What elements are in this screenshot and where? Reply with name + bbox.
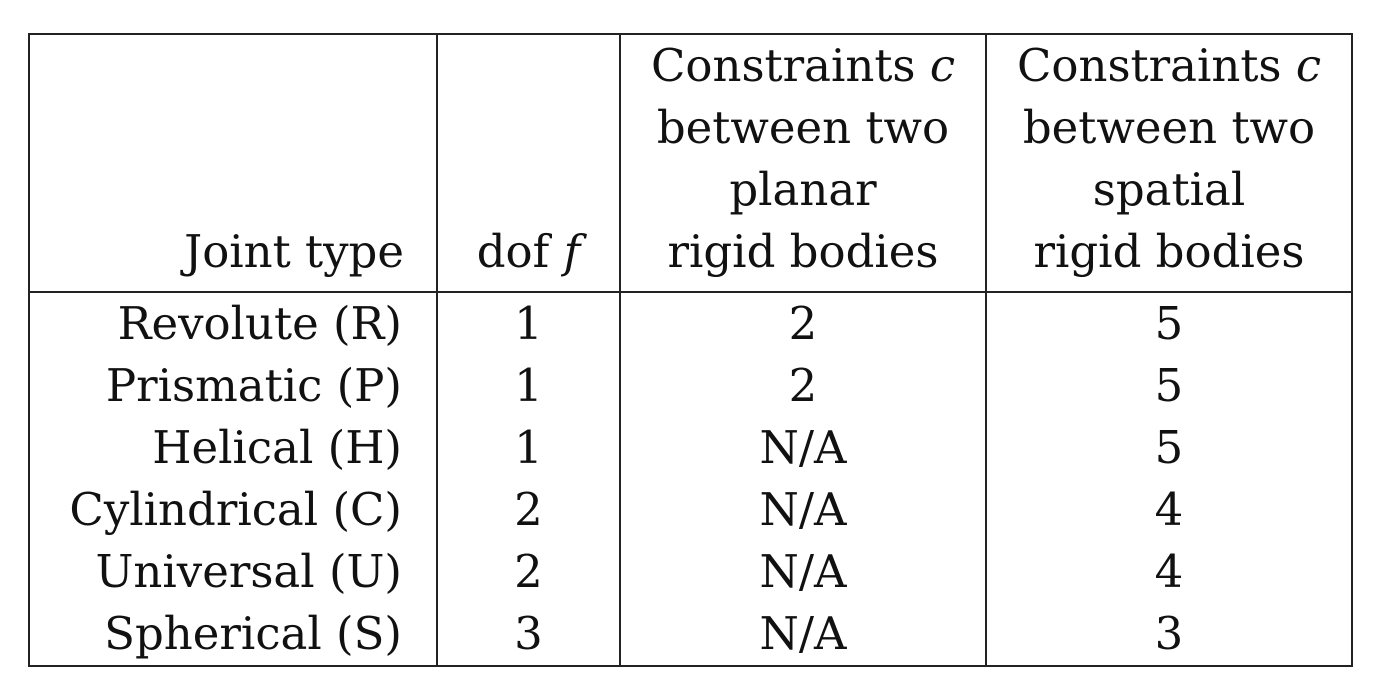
header-dof-symbol: f xyxy=(563,225,581,278)
table-row: Cylindrical (C) 2 N/A 4 xyxy=(28,479,1353,541)
cell-dof: 2 xyxy=(436,479,621,541)
cell-planar: N/A xyxy=(619,417,987,479)
header-row: Joint type dof f Constraints c between t… xyxy=(28,34,1353,293)
cell-spatial: 5 xyxy=(985,292,1353,355)
table-header: Joint type dof f Constraints c between t… xyxy=(28,34,1353,293)
cell-dof: 1 xyxy=(436,417,621,479)
cell-planar: 2 xyxy=(619,292,987,355)
header-spatial-line-2: between two xyxy=(1022,101,1316,154)
header-dof-label: dof xyxy=(476,225,550,278)
cell-joint: Revolute (R) xyxy=(28,292,438,355)
header-planar-line-1: Constraints c xyxy=(621,35,985,97)
header-spatial-symbol: c xyxy=(1295,39,1322,92)
header-planar-line-2: between two xyxy=(656,101,950,154)
header-planar-symbol: c xyxy=(929,39,956,92)
table-row: Universal (U) 2 N/A 4 xyxy=(28,541,1353,603)
header-spatial-line-4: rigid bodies xyxy=(1033,225,1305,278)
cell-spatial: 4 xyxy=(985,541,1353,603)
cell-planar: N/A xyxy=(619,603,987,666)
cell-spatial: 4 xyxy=(985,479,1353,541)
joint-table-container: Joint type dof f Constraints c between t… xyxy=(28,33,1353,667)
cell-dof: 1 xyxy=(436,292,621,355)
header-joint-type: Joint type xyxy=(28,34,438,293)
header-planar-line-4: rigid bodies xyxy=(667,225,939,278)
cell-spatial: 5 xyxy=(985,355,1353,417)
header-planar-constraints: Constraints c between two planar rigid b… xyxy=(619,34,987,293)
header-spatial-line-3: spatial xyxy=(1092,163,1246,216)
cell-joint: Universal (U) xyxy=(28,541,438,603)
header-spatial-word: Constraints xyxy=(1016,39,1282,92)
cell-planar: N/A xyxy=(619,479,987,541)
header-dof: dof f xyxy=(436,34,621,293)
cell-dof: 1 xyxy=(436,355,621,417)
cell-spatial: 3 xyxy=(985,603,1353,666)
cell-planar: 2 xyxy=(619,355,987,417)
cell-joint: Helical (H) xyxy=(28,417,438,479)
cell-dof: 2 xyxy=(436,541,621,603)
table-body: Revolute (R) 1 2 5 Prismatic (P) 1 2 5 H… xyxy=(28,292,1353,666)
table-row: Spherical (S) 3 N/A 3 xyxy=(28,603,1353,666)
table-row: Prismatic (P) 1 2 5 xyxy=(28,355,1353,417)
joint-constraints-table: Joint type dof f Constraints c between t… xyxy=(28,33,1353,667)
cell-joint: Spherical (S) xyxy=(28,603,438,666)
cell-spatial: 5 xyxy=(985,417,1353,479)
table-row: Helical (H) 1 N/A 5 xyxy=(28,417,1353,479)
header-joint-type-label: Joint type xyxy=(184,225,404,278)
cell-joint: Cylindrical (C) xyxy=(28,479,438,541)
header-spatial-constraints: Constraints c between two spatial rigid … xyxy=(985,34,1353,293)
cell-planar: N/A xyxy=(619,541,987,603)
header-spatial-line-1: Constraints c xyxy=(987,35,1351,97)
table-row: Revolute (R) 1 2 5 xyxy=(28,292,1353,355)
header-planar-line-3: planar xyxy=(729,163,877,216)
cell-dof: 3 xyxy=(436,603,621,666)
header-planar-word: Constraints xyxy=(650,39,916,92)
cell-joint: Prismatic (P) xyxy=(28,355,438,417)
